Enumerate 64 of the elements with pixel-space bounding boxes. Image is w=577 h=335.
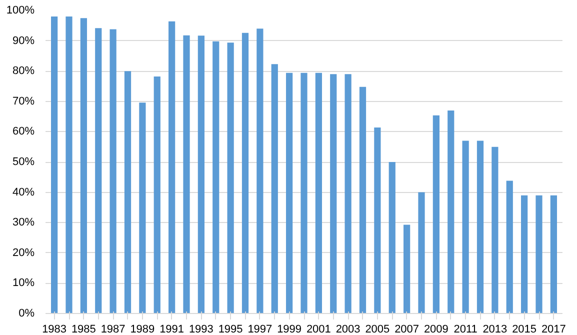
bar (110, 29, 116, 314)
bar (344, 74, 352, 314)
y-tick-label: 70% (12, 95, 35, 108)
bar (212, 41, 220, 314)
bar (183, 35, 190, 314)
bar (300, 72, 308, 314)
y-tick-label: 50% (12, 156, 35, 168)
x-tick-label: 1999 (277, 324, 302, 335)
x-tick-label: 1983 (42, 324, 67, 335)
y-tick-label: 60% (12, 126, 35, 138)
y-tick-label: 20% (12, 246, 35, 259)
bar (432, 115, 440, 314)
bar (227, 42, 234, 314)
x-tick-label: 1995 (218, 324, 243, 335)
bar (242, 32, 249, 314)
bar (51, 16, 58, 314)
bar (198, 36, 204, 314)
bar (521, 195, 528, 314)
bar (271, 64, 278, 314)
bar (550, 195, 557, 314)
y-tick-label: 100% (6, 4, 35, 16)
x-tick-label: 2015 (512, 324, 537, 335)
bar (330, 74, 337, 314)
y-tick-label: 80% (12, 65, 35, 78)
bar (476, 140, 484, 314)
bar (359, 86, 366, 314)
x-tick-label: 1991 (160, 324, 184, 335)
x-tick-label: 1993 (188, 324, 214, 335)
x-tick-label: 2007 (394, 324, 420, 335)
bar (374, 127, 381, 314)
bar (536, 195, 542, 314)
bar (66, 16, 72, 314)
bar (124, 71, 132, 314)
bar (80, 18, 87, 314)
x-tick-label: 1985 (71, 324, 96, 335)
bar (388, 162, 396, 314)
y-tick-label: 90% (12, 34, 35, 47)
bar (139, 102, 146, 314)
y-tick-label: 10% (12, 277, 35, 290)
x-tick-label: 2013 (482, 324, 508, 335)
bar (168, 21, 176, 314)
x-tick-label: 2017 (541, 324, 566, 335)
x-tick-label: 2011 (454, 324, 478, 335)
bar (492, 146, 498, 314)
bar (95, 28, 102, 314)
x-tick-label: 2009 (424, 324, 448, 335)
y-tick-label: 40% (12, 186, 35, 198)
bar (154, 76, 160, 314)
bar (448, 110, 454, 314)
bar (315, 72, 322, 314)
x-tick-label: 2005 (365, 324, 390, 335)
x-tick-label: 2001 (306, 324, 331, 335)
x-tick-label: 1987 (100, 324, 126, 335)
x-tick-label: 1989 (130, 324, 155, 335)
x-tick-label: 2003 (336, 324, 360, 335)
bar (286, 72, 293, 314)
bar (462, 140, 469, 314)
bar (418, 192, 425, 314)
y-tick-label: 0% (18, 308, 35, 320)
x-tick-label: 1997 (248, 324, 272, 335)
bar (506, 180, 513, 314)
bar (404, 224, 410, 314)
y-tick-label: 30% (12, 216, 35, 229)
bar (256, 28, 264, 314)
